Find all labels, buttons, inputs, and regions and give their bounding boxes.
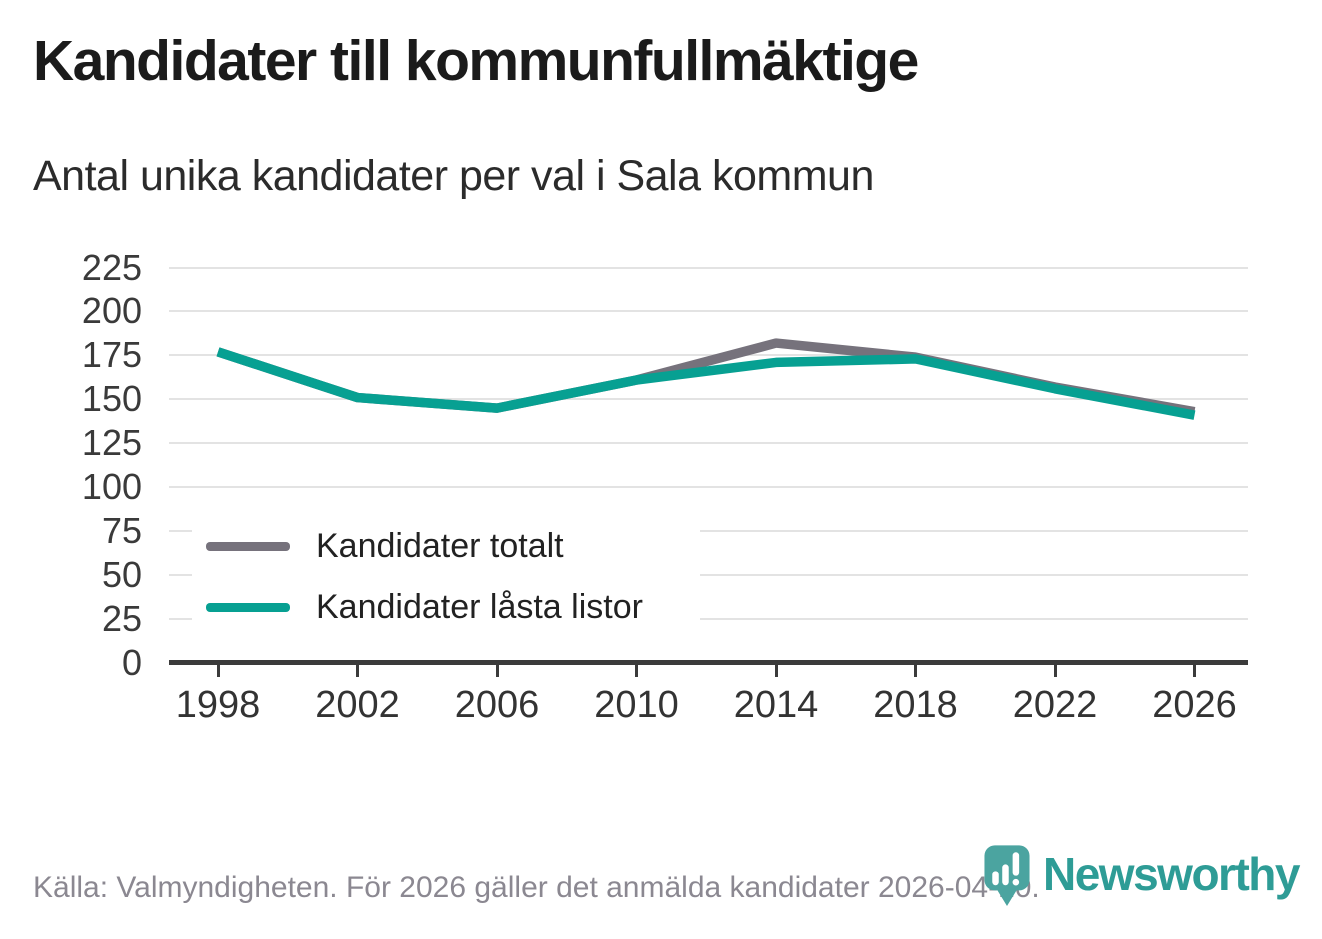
x-tick — [774, 665, 778, 677]
x-tick — [216, 665, 220, 677]
y-tick-label: 225 — [81, 246, 142, 288]
legend-item: Kandidater låsta listor — [192, 588, 700, 627]
newsworthy-wordmark: Newsworthy — [1043, 848, 1300, 900]
y-tick-label: 200 — [81, 290, 142, 332]
gridline-150 — [169, 398, 1248, 401]
x-axis-line — [169, 660, 1248, 665]
newsworthy-pin-icon — [984, 845, 1030, 906]
legend-swatch — [206, 542, 290, 551]
y-tick-label: 0 — [121, 642, 142, 683]
x-tick-label: 2010 — [594, 684, 679, 726]
x-tick-label: 2014 — [733, 684, 819, 726]
legend-label: Kandidater låsta listor — [316, 588, 643, 626]
legend-swatch — [206, 603, 290, 612]
logo-bar-short — [992, 871, 999, 886]
x-tick-label: 2026 — [1152, 684, 1237, 726]
series-line-kandidater-låsta-listor — [216, 347, 1196, 420]
logo-bar-medium — [1002, 864, 1009, 886]
source-note: Källa: Valmyndigheten. För 2026 gäller d… — [33, 871, 1040, 904]
x-tick-label: 2022 — [1012, 684, 1098, 726]
y-tick-label: 75 — [101, 510, 142, 552]
gridline-200 — [169, 310, 1248, 313]
gridline-225 — [169, 266, 1248, 269]
x-tick — [495, 665, 499, 677]
x-tick — [1053, 665, 1057, 677]
gridline-175 — [169, 354, 1248, 357]
x-tick-label: 1998 — [175, 684, 261, 726]
y-tick-label: 125 — [81, 422, 142, 464]
x-tick — [914, 665, 917, 677]
y-tick-label: 50 — [101, 554, 142, 596]
gridline-25 — [169, 618, 1248, 621]
legend-label: Kandidater totalt — [316, 527, 564, 565]
x-tick — [356, 665, 359, 677]
chart-subtitle: Antal unika kandidater per val i Sala ko… — [33, 152, 874, 200]
y-tick-label: 25 — [101, 598, 142, 640]
y-tick-label: 150 — [81, 378, 142, 420]
gridline-125 — [169, 442, 1248, 445]
logo-bar-dot — [1012, 878, 1020, 886]
x-tick-label: 2018 — [873, 684, 958, 726]
x-tick — [635, 665, 638, 677]
y-tick-label: 100 — [81, 466, 142, 508]
x-tick — [1193, 665, 1196, 677]
y-tick-label: 175 — [81, 334, 142, 376]
gridline-50 — [169, 574, 1248, 577]
gridline-75 — [169, 530, 1248, 533]
gridline-100 — [169, 486, 1248, 489]
chart-title: Kandidater till kommunfullmäktige — [33, 29, 919, 93]
logo-bar-tall — [1012, 852, 1020, 876]
x-tick-label: 2006 — [454, 684, 540, 726]
x-tick-label: 2002 — [315, 684, 400, 726]
newsworthy-logo: Newsworthy — [981, 845, 1300, 915]
legend-item: Kandidater totalt — [192, 527, 700, 566]
legend: Kandidater totalt Kandidater låsta listor — [192, 514, 700, 640]
